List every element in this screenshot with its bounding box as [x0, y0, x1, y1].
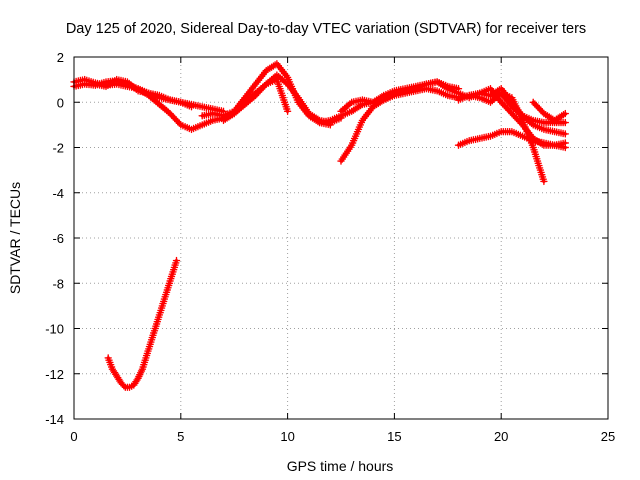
series-track-13 — [529, 98, 569, 125]
series-markers-track-6 — [230, 75, 292, 115]
x-tick-label: 20 — [494, 429, 508, 444]
y-tick-label: -2 — [52, 141, 64, 156]
series-track-8 — [315, 78, 569, 138]
data-series — [70, 60, 569, 391]
x-tick-label: 5 — [177, 429, 184, 444]
series-markers-track-9 — [337, 78, 463, 115]
y-tick-label: -12 — [45, 367, 64, 382]
y-tick-label: 2 — [57, 50, 64, 65]
series-track-3 — [91, 75, 196, 111]
series-markers-track-11 — [454, 127, 569, 152]
y-tick-label: -8 — [52, 276, 64, 291]
chart-title: Day 125 of 2020, Sidereal Day-to-day VTE… — [66, 21, 586, 37]
series-track-11 — [454, 127, 569, 152]
series-markers-track-13 — [529, 98, 569, 125]
x-axis-label: GPS time / hours — [287, 458, 394, 474]
y-tick-label: -14 — [45, 412, 64, 427]
axis-ticks: 0 5 10 15 20 25 -14 -12 -10 -8 -6 -4 -2 0 2 — [45, 50, 615, 444]
series-track-14 — [104, 256, 181, 391]
y-tick-label: 0 — [57, 95, 64, 110]
series-markers-track-14 — [104, 256, 181, 391]
series-track-9 — [337, 78, 463, 115]
series-markers-track-3 — [91, 75, 196, 111]
y-tick-label: -6 — [52, 231, 64, 246]
x-tick-label: 25 — [601, 429, 615, 444]
series-markers-track-8 — [315, 78, 569, 138]
y-axis-label: SDTVAR / TECUs — [7, 182, 23, 294]
x-tick-label: 15 — [387, 429, 401, 444]
y-tick-label: -4 — [52, 186, 64, 201]
x-tick-label: 0 — [70, 429, 77, 444]
y-tick-label: -10 — [45, 322, 64, 337]
x-tick-label: 10 — [280, 429, 294, 444]
series-track-6 — [230, 75, 292, 115]
gridlines — [74, 57, 608, 419]
